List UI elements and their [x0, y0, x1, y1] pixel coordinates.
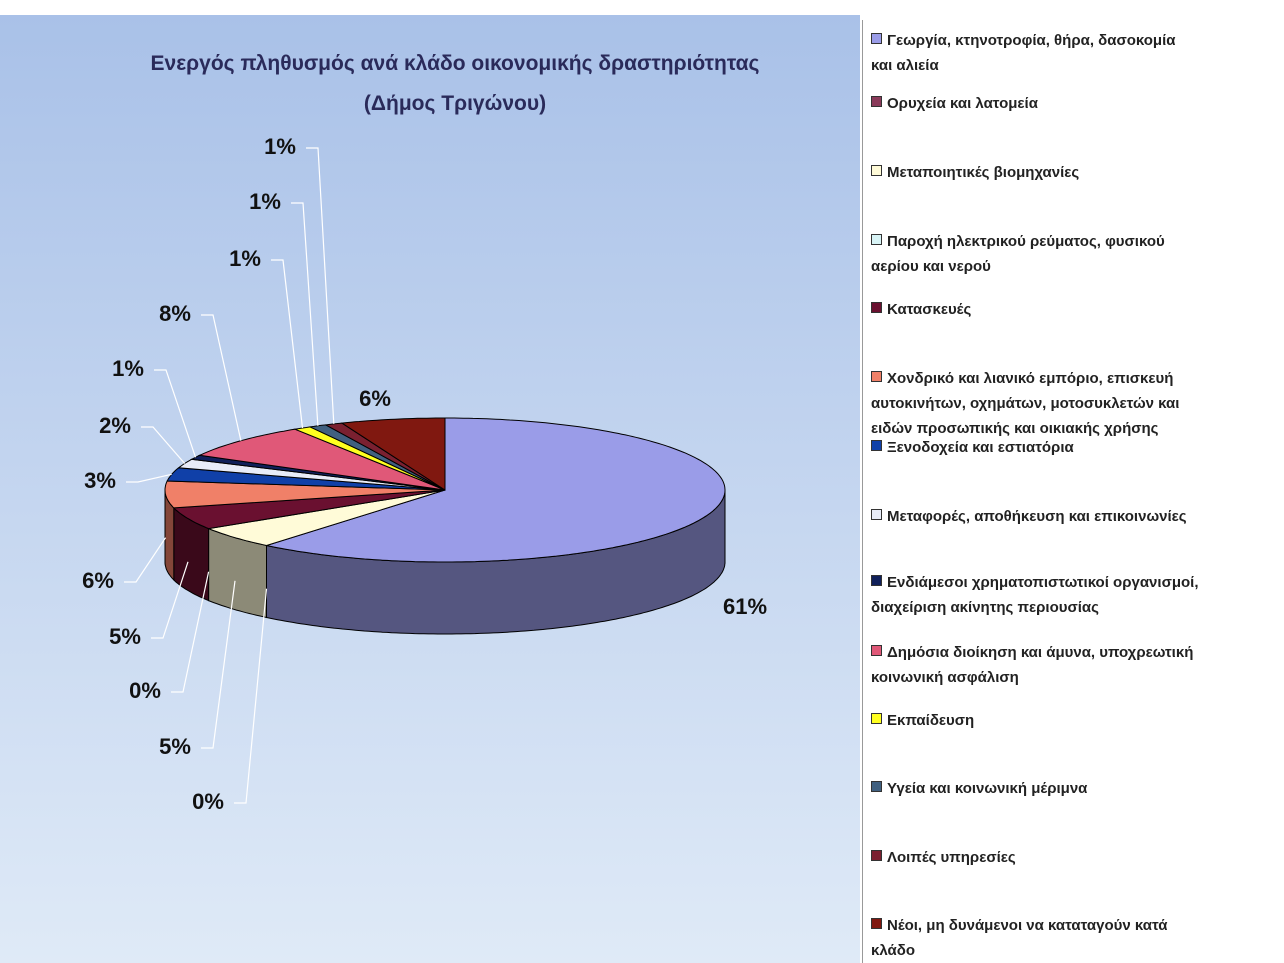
data-label: 1% [112, 356, 144, 381]
legend-label: Ξενοδοχεία και εστιατόρια [887, 439, 1074, 456]
legend-swatch [871, 33, 882, 44]
pie-slice [340, 417, 446, 491]
legend-swatch [871, 645, 882, 656]
data-label: 1% [229, 246, 261, 271]
legend-swatch [871, 781, 882, 792]
leader-line [234, 588, 268, 804]
chart-title: Ενεργός πληθυσμός ανά κλάδο οικονομικής … [150, 52, 760, 115]
legend-label: Μεταφορές, αποθήκευση και επικοινωνίες [887, 508, 1187, 525]
leader-line [201, 314, 242, 441]
legend-swatch [871, 918, 882, 929]
data-label: 0% [192, 789, 224, 814]
pie-slice [206, 489, 446, 547]
legend-label: Δημόσια διοίκηση και άμυνα, υποχρεωτική … [871, 644, 1194, 686]
legend-item: Δημόσια διοίκηση και άμυνα, υποχρεωτική … [871, 640, 1284, 690]
legend-label: Υγεία και κοινωνική μέριμνα [887, 780, 1088, 797]
legend-swatch [871, 440, 882, 451]
data-label: 6% [82, 568, 114, 593]
leader-line [271, 259, 304, 429]
data-label: 8% [159, 301, 191, 326]
pie-slice [266, 417, 726, 563]
legend-swatch [871, 302, 882, 313]
data-label: 61% [723, 594, 767, 619]
legend-swatch [871, 575, 882, 586]
legend-swatch [871, 371, 882, 382]
legend-item: Λοιπές υπηρεσίες [871, 845, 1284, 870]
data-label: 0% [129, 678, 161, 703]
legend-swatch [871, 509, 882, 520]
legend-item: Νέοι, μη δυνάμενοι να καταταγούν κατά κλ… [871, 913, 1284, 963]
legend-item: Χονδρικό και λιανικό εμπόριο, επισκευή α… [871, 366, 1284, 441]
pie-slice [172, 489, 446, 530]
leader-line [151, 561, 189, 639]
legend-item: Μεταποιητικές βιομηχανίες [871, 160, 1284, 185]
legend-swatch [871, 234, 882, 245]
legend: Γεωργία, κτηνοτροφία, θήρα, δασοκομία κα… [862, 20, 1284, 963]
data-label: 5% [109, 624, 141, 649]
legend-label: Κατασκευές [887, 301, 972, 318]
legend-swatch [871, 713, 882, 724]
legend-item: Κατασκευές [871, 297, 1284, 322]
leader-line [306, 147, 335, 424]
data-label: 2% [99, 413, 131, 438]
leader-line [124, 537, 167, 583]
leader-line [154, 369, 197, 458]
data-label: 5% [159, 734, 191, 759]
leader-line [141, 426, 186, 464]
legend-item: Ενδιάμεσοι χρηματοπιστωτικοί οργανισμοί,… [871, 570, 1284, 620]
legend-label: Γεωργία, κτηνοτροφία, θήρα, δασοκομία κα… [871, 32, 1176, 74]
leader-line [201, 580, 236, 749]
legend-swatch [871, 850, 882, 861]
data-label: 3% [84, 468, 116, 493]
legend-item: Μεταφορές, αποθήκευση και επικοινωνίες [871, 504, 1284, 529]
legend-item: Ξενοδοχεία και εστιατόρια [871, 435, 1284, 460]
legend-swatch [871, 165, 882, 176]
legend-item: Εκπαίδευση [871, 708, 1284, 733]
legend-label: Ορυχεία και λατομεία [887, 95, 1038, 112]
legend-item: Γεωργία, κτηνοτροφία, θήρα, δασοκομία κα… [871, 28, 1284, 78]
legend-item: Παροχή ηλεκτρικού ρεύματος, φυσικού αερί… [871, 229, 1284, 279]
legend-label: Εκπαίδευση [887, 712, 975, 729]
legend-label: Μεταποιητικές βιομηχανίες [887, 164, 1080, 181]
data-label: 1% [249, 189, 281, 214]
legend-item: Ορυχεία και λατομεία [871, 91, 1284, 116]
pie-slice [164, 480, 446, 509]
legend-label: Νέοι, μη δυνάμενοι να καταταγούν κατά κλ… [871, 917, 1168, 959]
data-label: 1% [264, 134, 296, 159]
leader-line [171, 571, 210, 693]
leader-line [126, 473, 172, 483]
legend-label: Χονδρικό και λιανικό εμπόριο, επισκευή α… [871, 370, 1180, 437]
legend-label: Ενδιάμεσοι χρηματοπιστωτικοί οργανισμοί,… [871, 574, 1199, 616]
legend-label: Παροχή ηλεκτρικού ρεύματος, φυσικού αερί… [871, 233, 1165, 275]
leader-line [291, 202, 319, 426]
data-label: 6% [359, 386, 391, 411]
legend-label: Λοιπές υπηρεσίες [887, 849, 1016, 866]
legend-item: Υγεία και κοινωνική μέριμνα [871, 776, 1284, 801]
chart: 61% 0% 5% 0% 5% 6% 3% 2% 1% 8% 1% 1% 1% 6% [82, 134, 767, 814]
legend-swatch [871, 96, 882, 107]
